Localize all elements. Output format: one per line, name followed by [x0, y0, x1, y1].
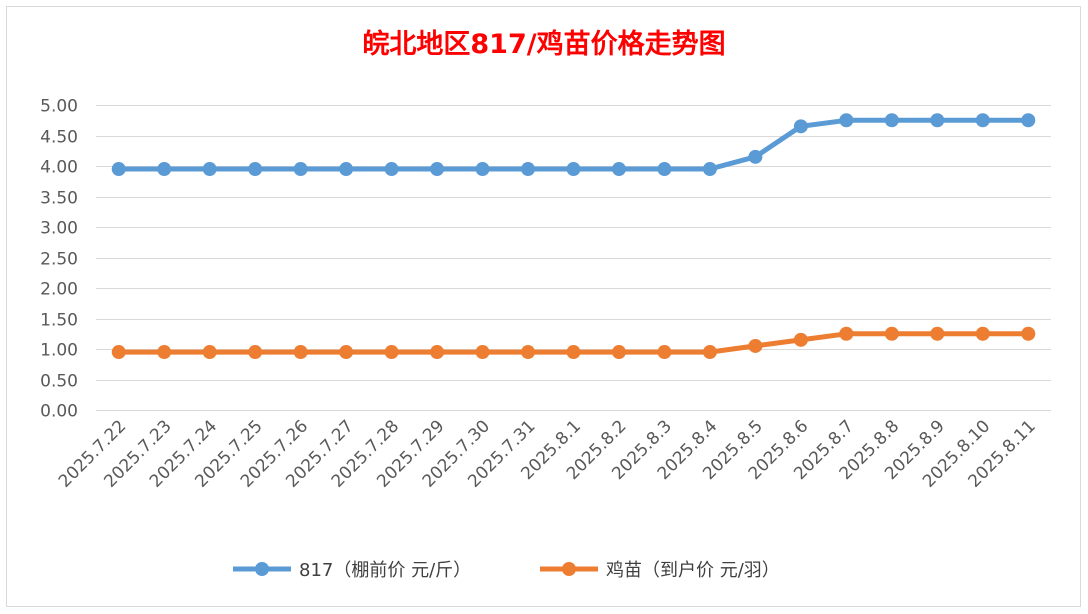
legend-label: 鸡苗（到户价 元/羽）	[606, 560, 780, 581]
data-point	[157, 345, 172, 360]
y-tick-label: 5.00	[40, 97, 78, 117]
data-point	[521, 162, 536, 177]
data-point	[975, 326, 990, 341]
data-point	[930, 113, 945, 128]
y-tick-label: 0.50	[40, 372, 78, 392]
data-point	[339, 162, 354, 177]
chart-title: 皖北地区817/鸡苗价格走势图	[362, 29, 725, 60]
y-tick-label: 1.50	[40, 311, 78, 331]
data-point	[793, 332, 808, 347]
data-point	[157, 162, 172, 177]
data-point	[975, 113, 990, 128]
data-point	[111, 345, 126, 360]
y-tick-label: 2.00	[40, 280, 78, 300]
data-point	[611, 162, 626, 177]
data-point	[611, 345, 626, 360]
data-point	[430, 345, 445, 360]
y-tick-label: 0.00	[40, 402, 78, 422]
data-point	[521, 345, 536, 360]
data-point	[748, 338, 763, 353]
data-point	[702, 162, 717, 177]
data-point	[884, 113, 899, 128]
data-point	[430, 162, 445, 177]
y-tick-label: 3.50	[40, 189, 78, 209]
data-point	[384, 162, 399, 177]
data-point	[475, 162, 490, 177]
legend: 817（棚前价 元/斤） 鸡苗（到户价 元/羽）	[233, 560, 780, 581]
data-point	[566, 162, 581, 177]
legend-marker	[255, 562, 269, 576]
data-point	[384, 345, 399, 360]
y-axis-ticks: 0.00 0.50 1.00 1.50 2.00 2.50 3.00 3.50 4.00 4.50…	[40, 97, 78, 422]
y-tick-label: 2.50	[40, 250, 78, 270]
data-point	[475, 345, 490, 360]
legend-label: 817（棚前价 元/斤）	[299, 560, 471, 581]
data-point	[748, 149, 763, 164]
y-tick-label: 4.50	[40, 128, 78, 148]
data-point	[657, 345, 672, 360]
data-point	[248, 345, 263, 360]
data-point	[202, 162, 217, 177]
y-tick-label: 4.00	[40, 158, 78, 178]
data-point	[202, 345, 217, 360]
chart-frame	[6, 6, 1081, 607]
data-point	[1021, 326, 1036, 341]
y-tick-label: 1.00	[40, 341, 78, 361]
data-point	[930, 326, 945, 341]
y-tick-label: 3.00	[40, 219, 78, 239]
data-point	[657, 162, 672, 177]
data-point	[111, 162, 126, 177]
series-lines	[111, 113, 1036, 360]
data-point	[702, 345, 717, 360]
legend-marker	[562, 562, 576, 576]
data-point	[884, 326, 899, 341]
data-point	[339, 345, 354, 360]
data-point	[293, 162, 308, 177]
data-point	[248, 162, 263, 177]
data-point	[566, 345, 581, 360]
data-point	[839, 326, 854, 341]
data-point	[293, 345, 308, 360]
data-point	[839, 113, 854, 128]
data-point	[793, 119, 808, 134]
data-point	[1021, 113, 1036, 128]
